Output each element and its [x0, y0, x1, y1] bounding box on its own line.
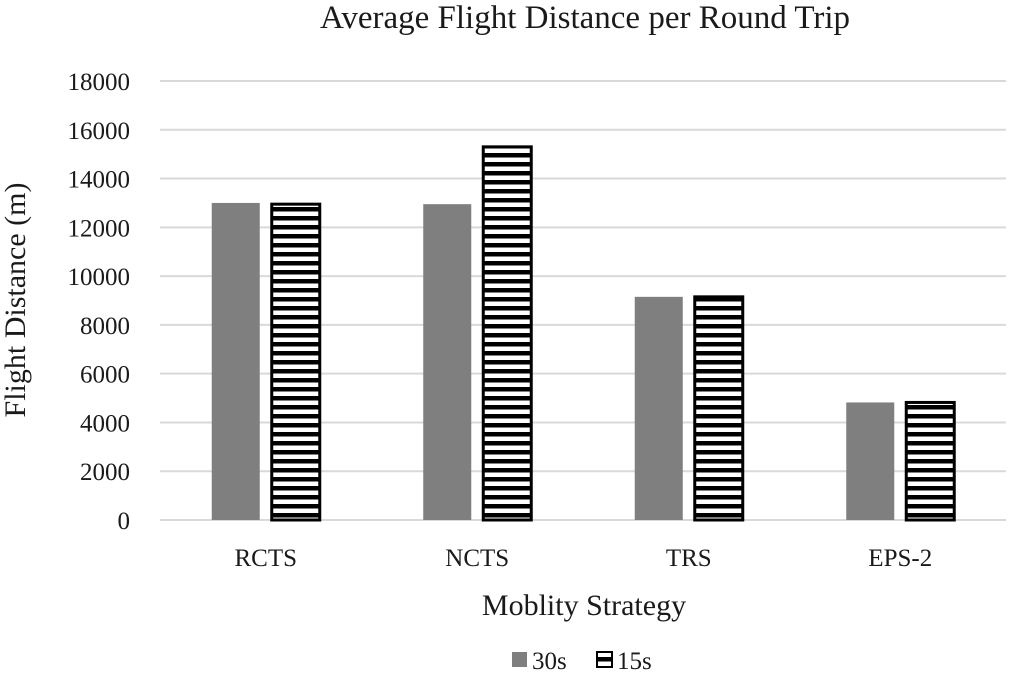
bar-trs-15s	[693, 295, 745, 522]
x-category-label: RCTS	[234, 545, 297, 572]
bar-ncts-30s	[423, 204, 472, 521]
y-tick-label: 8000	[80, 313, 130, 340]
legend-label: 30s	[532, 648, 567, 674]
y-axis-ticks: 0 2000 4000 6000 8000 10000 12000 14000 16000 180…	[68, 69, 131, 535]
legend-swatch-15s	[596, 651, 613, 668]
legend-label: 15s	[617, 648, 652, 674]
chart-title: Average Flight Distance per Round Trip	[320, 0, 850, 36]
legend: 30s 15s	[512, 648, 652, 674]
x-category-label: EPS-2	[868, 545, 932, 572]
bars	[211, 145, 956, 522]
y-tick-label: 0	[118, 508, 131, 535]
x-category-label: NCTS	[445, 545, 509, 572]
y-tick-label: 2000	[80, 459, 130, 486]
bar-eps-2-15s	[904, 400, 956, 522]
y-tick-label: 4000	[80, 410, 130, 437]
bar-trs-30s	[634, 296, 683, 520]
y-tick-label: 6000	[80, 362, 130, 389]
y-tick-label: 12000	[68, 215, 131, 242]
y-tick-label: 16000	[68, 118, 131, 145]
x-axis-categories: RCTS NCTS TRS EPS-2	[234, 545, 932, 572]
y-tick-label: 10000	[68, 264, 131, 291]
y-tick-label: 18000	[68, 69, 131, 96]
x-category-label: TRS	[666, 545, 712, 572]
y-tick-label: 14000	[68, 167, 131, 194]
bar-ncts-15s	[481, 145, 533, 522]
y-axis-title: Flight Distance (m)	[0, 183, 32, 418]
x-axis-title: Moblity Strategy	[482, 589, 686, 622]
bar-eps-2-30s	[846, 402, 895, 520]
legend-swatch-30s	[512, 652, 527, 667]
bar-rcts-30s	[211, 202, 260, 520]
bar-rcts-15s	[270, 202, 322, 522]
